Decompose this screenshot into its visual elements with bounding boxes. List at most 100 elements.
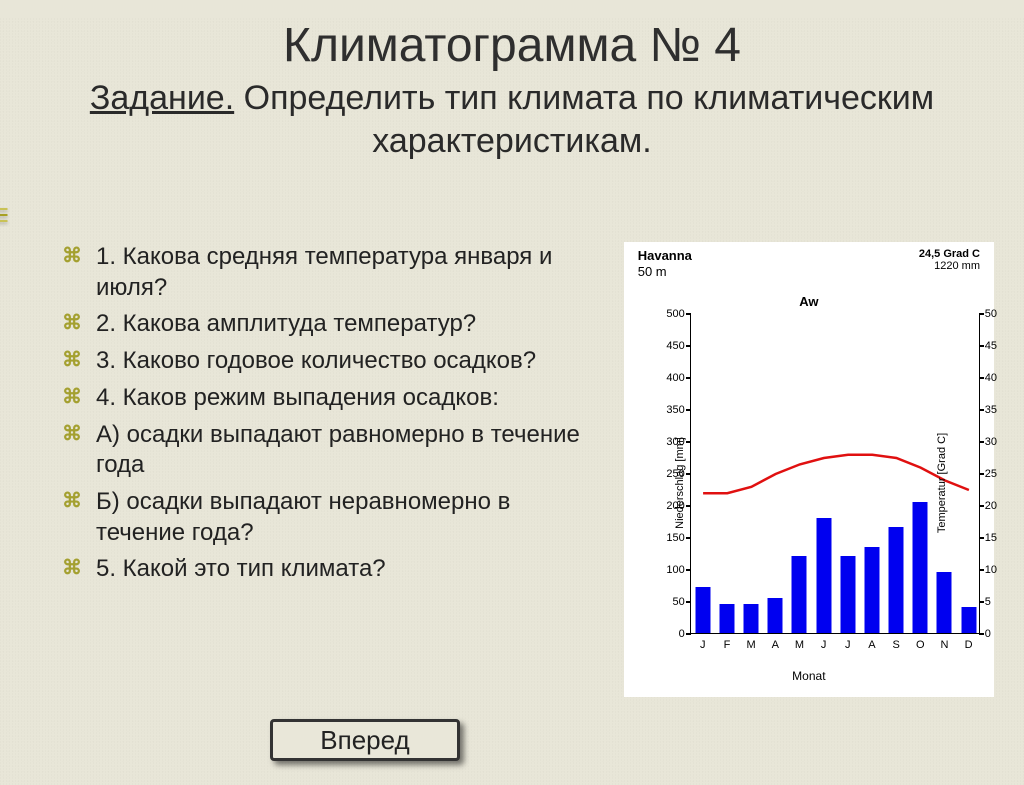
ytick-mark xyxy=(686,441,691,443)
ytick-right-label: 40 xyxy=(985,372,1015,384)
precip-bar xyxy=(937,572,952,633)
bullet-icon: ⌘ xyxy=(62,309,82,340)
subtitle-rest: Определить тип климата по климатическим … xyxy=(234,79,934,160)
ytick-mark xyxy=(686,569,691,571)
precip-bar xyxy=(961,607,976,633)
question-text: Б) осадки выпадают неравномерно в течени… xyxy=(96,487,596,548)
ytick-mark xyxy=(979,409,984,411)
question-item: ⌘А) осадки выпадают равномерно в течение… xyxy=(62,420,596,481)
question-text: 4. Каков режим выпадения осадков: xyxy=(96,383,499,414)
month-tick: F xyxy=(724,639,731,651)
ytick-left-label: 100 xyxy=(655,564,685,576)
question-text: 3. Каково годовое количество осадков? xyxy=(96,346,536,377)
ytick-mark xyxy=(979,537,984,539)
ytick-mark xyxy=(686,313,691,315)
precip-bar xyxy=(719,604,734,633)
question-item: ⌘ 4. Каков режим выпадения осадков: xyxy=(62,383,596,414)
slide-title: Климатограмма № 4 xyxy=(0,18,1024,73)
ytick-mark xyxy=(979,345,984,347)
ytick-mark xyxy=(979,633,984,635)
ytick-left-label: 50 xyxy=(655,596,685,608)
ytick-right-label: 15 xyxy=(985,532,1015,544)
question-item: ⌘Б) осадки выпадают неравномерно в течен… xyxy=(62,487,596,548)
station-elevation: 50 m xyxy=(638,264,667,279)
precip-bar xyxy=(768,598,783,633)
ytick-mark xyxy=(686,633,691,635)
ytick-left-label: 150 xyxy=(655,532,685,544)
ytick-right-label: 10 xyxy=(985,564,1015,576)
bullet-icon: ⌘ xyxy=(62,487,82,548)
question-item: ⌘1. Какова средняя температура января и … xyxy=(62,242,596,303)
precip-bar xyxy=(695,587,710,633)
ytick-mark xyxy=(686,409,691,411)
precip-bar xyxy=(840,556,855,633)
ytick-mark xyxy=(979,377,984,379)
question-item: ⌘5. Какой это тип климата? xyxy=(62,554,596,585)
ytick-right-label: 30 xyxy=(985,436,1015,448)
month-tick: A xyxy=(772,639,779,651)
chart-summary: 24,5 Grad C 1220 mm xyxy=(919,248,980,272)
month-tick: J xyxy=(845,639,851,651)
ytick-mark xyxy=(686,473,691,475)
ytick-mark xyxy=(686,505,691,507)
ytick-right-label: 0 xyxy=(985,628,1015,640)
question-text: 2. Какова амплитуда температур? xyxy=(96,309,476,340)
forward-button[interactable]: Вперед xyxy=(270,719,460,761)
divider-line xyxy=(0,220,8,222)
month-tick: O xyxy=(916,639,925,651)
questions-list: ⌘1. Какова средняя температура января и … xyxy=(62,242,596,765)
ytick-left-label: 450 xyxy=(655,340,685,352)
right-axis-label: Temperatur [Grad C] xyxy=(936,433,948,533)
ytick-mark xyxy=(979,441,984,443)
ytick-mark xyxy=(979,505,984,507)
content-area: ⌘1. Какова средняя температура января и … xyxy=(62,242,994,765)
ytick-left-label: 0 xyxy=(655,628,685,640)
month-tick: J xyxy=(821,639,827,651)
month-tick: D xyxy=(965,639,973,651)
precip-bar xyxy=(889,527,904,633)
ytick-mark xyxy=(686,345,691,347)
ytick-mark xyxy=(686,601,691,603)
question-item: ⌘ 3. Каково годовое количество осадков? xyxy=(62,346,596,377)
slide-subtitle: Задание. Определить тип климата по клима… xyxy=(0,77,1024,162)
month-tick: J xyxy=(700,639,706,651)
station-name: Havanna xyxy=(638,248,692,263)
precip-bar xyxy=(913,502,928,633)
ytick-left-label: 500 xyxy=(655,308,685,320)
bullet-icon: ⌘ xyxy=(62,554,82,585)
question-text: 1. Какова средняя температура января и и… xyxy=(96,242,596,303)
precip-bar xyxy=(744,604,759,633)
divider-line xyxy=(0,208,8,210)
ytick-right-label: 50 xyxy=(985,308,1015,320)
ytick-right-label: 45 xyxy=(985,340,1015,352)
climate-code: Aw xyxy=(624,294,994,309)
accent-divider xyxy=(0,208,1024,226)
bullet-icon: ⌘ xyxy=(62,346,82,377)
ytick-mark xyxy=(979,473,984,475)
ytick-mark xyxy=(979,569,984,571)
ytick-mark xyxy=(979,313,984,315)
ytick-mark xyxy=(979,601,984,603)
divider-line xyxy=(0,214,8,216)
question-item: ⌘ 2. Какова амплитуда температур? xyxy=(62,309,596,340)
question-text: А) осадки выпадают равномерно в течение … xyxy=(96,420,596,481)
annual-precip-label: 1220 mm xyxy=(919,260,980,272)
ytick-right-label: 35 xyxy=(985,404,1015,416)
left-axis-label: Niederschlag [mm] xyxy=(674,437,686,529)
bullet-icon: ⌘ xyxy=(62,420,82,481)
precip-bar xyxy=(792,556,807,633)
month-tick: S xyxy=(892,639,899,651)
ytick-right-label: 25 xyxy=(985,468,1015,480)
month-tick: N xyxy=(940,639,948,651)
precip-bar xyxy=(816,518,831,633)
ytick-left-label: 400 xyxy=(655,372,685,384)
temperature-line xyxy=(703,455,969,493)
bullet-icon: ⌘ xyxy=(62,383,82,414)
ytick-right-label: 20 xyxy=(985,500,1015,512)
ytick-mark xyxy=(686,377,691,379)
ytick-left-label: 350 xyxy=(655,404,685,416)
month-tick: A xyxy=(868,639,875,651)
ytick-right-label: 5 xyxy=(985,596,1015,608)
climograph: Havanna 50 m 24,5 Grad C 1220 mm Aw 0 50 1… xyxy=(624,242,994,697)
bullet-icon: ⌘ xyxy=(62,242,82,303)
